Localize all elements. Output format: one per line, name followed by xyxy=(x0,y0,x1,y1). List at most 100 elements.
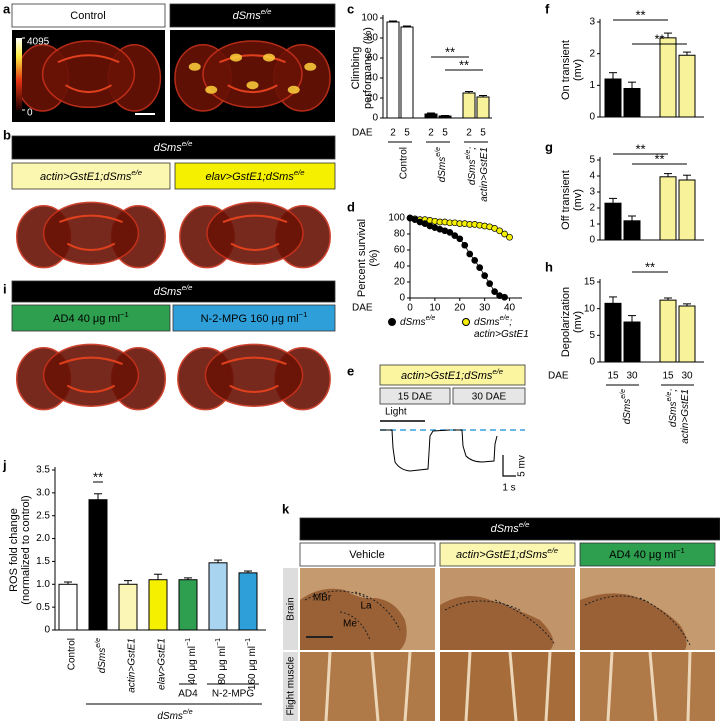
text-part: e/e xyxy=(547,546,558,555)
brain xyxy=(179,201,331,269)
label: dSmse/e xyxy=(154,139,193,154)
bright-spot xyxy=(263,53,275,62)
error-bar xyxy=(683,51,691,56)
x-tick-label: 2 xyxy=(428,128,434,139)
x-tick-label: 40 xyxy=(504,303,516,314)
data-point xyxy=(496,227,503,235)
text-part: dSms xyxy=(491,523,520,535)
x-tick-label: 0 xyxy=(407,303,413,314)
bar xyxy=(604,302,622,363)
x-axis-label: DAE xyxy=(352,303,373,314)
data-point xyxy=(476,264,484,271)
significance: ** xyxy=(635,141,645,156)
panel-label: h xyxy=(545,259,553,274)
y-tick-label: 2.5 xyxy=(36,510,50,521)
text-part: 40 μg ml xyxy=(187,646,198,685)
bar xyxy=(208,562,228,631)
x-tick-label: 5 xyxy=(480,128,486,139)
y-tick-label: 60 xyxy=(394,245,406,256)
error-bar xyxy=(609,296,617,304)
text-part: 80 μg ml xyxy=(217,646,228,685)
y-tick-label: 100 xyxy=(388,213,405,224)
label: Flight muscle xyxy=(286,656,297,715)
label-box xyxy=(379,387,451,405)
colorbar-label: 0 xyxy=(27,108,33,119)
row-tag xyxy=(283,652,298,721)
data-point xyxy=(461,241,469,249)
trace-15-dae xyxy=(380,429,451,472)
y-tick-label: 0 xyxy=(589,357,595,368)
label: actin>GstE1;dSmse/e xyxy=(40,168,142,183)
legend-marker xyxy=(388,318,396,326)
y-axis-label: (mv) xyxy=(572,311,584,333)
brain-region xyxy=(202,40,303,109)
bar xyxy=(58,583,78,631)
y-tick-label: 20 xyxy=(367,93,379,104)
voltage-traces xyxy=(380,420,525,477)
bar xyxy=(623,321,641,363)
text-part: N-2-MPG 160 μg ml xyxy=(201,313,299,325)
bright-spot xyxy=(287,85,300,94)
x-tick-label: actin>GstE1 xyxy=(127,638,138,693)
bar xyxy=(659,299,677,363)
x-tick-label: Control xyxy=(67,638,78,670)
y-tick-label: 0 xyxy=(372,113,378,124)
y-tick-label: 40 xyxy=(367,73,379,84)
label-box xyxy=(172,304,336,332)
x-axis-label: DAE xyxy=(352,128,373,139)
bar xyxy=(178,579,198,631)
x-tick-label: 80 μg ml−1 xyxy=(215,638,228,685)
y-tick-label: 10 xyxy=(584,303,596,314)
bright-spot xyxy=(188,62,201,71)
data-point xyxy=(466,250,474,258)
group-label: dSmse/e xyxy=(620,389,633,424)
significance: ** xyxy=(459,57,469,72)
label: Control xyxy=(70,10,105,22)
label: La xyxy=(360,601,372,612)
error-bar xyxy=(479,95,487,97)
text-part: e/e xyxy=(465,150,472,160)
label: dSmse/e xyxy=(491,520,530,535)
significance: ** xyxy=(645,259,655,274)
y-axis-label: Depolarization xyxy=(560,287,572,357)
panel-label: c xyxy=(347,1,354,16)
text-part: ; xyxy=(668,389,679,392)
micrograph xyxy=(580,652,715,721)
y-tick-label: 0 xyxy=(399,293,405,304)
panel-label: b xyxy=(3,127,11,142)
text-part: e/e xyxy=(426,315,436,322)
x-axis-label: DAE xyxy=(548,371,569,382)
colorbar xyxy=(16,38,22,110)
label: Vehicle xyxy=(349,549,384,561)
label-box xyxy=(11,304,171,332)
brain xyxy=(15,40,162,112)
y-axis-label: On transient xyxy=(560,40,572,100)
data-point xyxy=(481,272,489,279)
data-point xyxy=(486,280,493,287)
text-part: actin>GstE1;dSms xyxy=(456,549,548,561)
panel-label: k xyxy=(282,501,290,516)
y-tick-label: 1 xyxy=(589,219,595,230)
text-part: dSms xyxy=(97,648,108,674)
bar xyxy=(623,88,641,118)
bar xyxy=(476,96,490,119)
bar xyxy=(148,579,168,631)
data-point xyxy=(456,235,464,243)
bar xyxy=(88,499,108,631)
y-tick-label: 4 xyxy=(589,171,595,182)
text-part: actin>GstE1 xyxy=(680,389,691,444)
error-bar xyxy=(465,91,473,93)
text-part: 160 μg ml xyxy=(247,646,258,690)
bar xyxy=(659,176,677,241)
x-tick-label: dSmse/e xyxy=(95,638,108,673)
tissue xyxy=(300,588,407,650)
label-box xyxy=(439,542,576,567)
bar xyxy=(604,202,622,241)
group-label: AD4 xyxy=(178,689,198,700)
x-tick-label: 5 xyxy=(404,128,410,139)
brain-region xyxy=(41,40,136,109)
neuropil xyxy=(59,214,123,252)
x-tick-label: 15 xyxy=(607,371,619,382)
x-tick-label: 40 μg ml−1 xyxy=(185,638,198,685)
y-axis-label: ROS fold change xyxy=(8,508,20,592)
